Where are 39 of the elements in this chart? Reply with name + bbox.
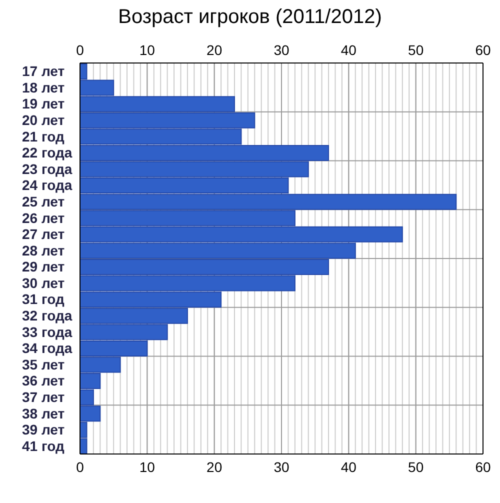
y-tick-label: 18 лет xyxy=(22,79,65,96)
y-tick-label: 37 лет xyxy=(22,388,65,405)
x-tick-label: 10 xyxy=(139,458,156,475)
y-tick-label: 19 лет xyxy=(22,96,65,112)
y-tick-label: 26 лет xyxy=(22,210,65,226)
y-tick-label: 33 года xyxy=(22,324,72,340)
y-tick-label: 29 лет xyxy=(22,258,65,275)
y-tick-label: 22 года xyxy=(22,144,72,161)
y-tick-label: 35 лет xyxy=(22,356,65,372)
y-tick-label: 27 лет xyxy=(22,226,65,242)
x2-tick-label: 20 xyxy=(206,42,222,58)
x2-tick-label: 30 xyxy=(274,42,290,58)
y-tick-label: 23 года xyxy=(22,160,72,177)
y-tick-label: 41 год xyxy=(22,438,64,454)
x-tick-label: 40 xyxy=(340,458,357,475)
x2-tick-label: 10 xyxy=(139,42,156,58)
x2-tick-label: 50 xyxy=(408,42,424,58)
y-tick-label: 21 год xyxy=(22,128,64,144)
x2-tick-label: 60 xyxy=(475,42,491,58)
y-tick-label: 17 лет xyxy=(22,63,65,80)
x-tick-label: 50 xyxy=(408,458,424,475)
x-tick-label: 30 xyxy=(274,458,290,475)
chart-title: Возраст игроков (2011/2012) xyxy=(117,6,383,29)
y-tick-label: 38 лет xyxy=(22,405,65,422)
y-tick-label: 28 лет xyxy=(22,242,65,258)
y-tick-label: 30 лет xyxy=(22,274,65,291)
y-tick-label: 24 года xyxy=(22,177,72,194)
y-tick-label: 36 лет xyxy=(22,372,65,389)
y-tick-label: 31 год xyxy=(22,291,64,308)
x-tick-label: 20 xyxy=(206,458,222,475)
y-tick-label: 39 лет xyxy=(22,422,65,438)
x-tick-label: 0 xyxy=(76,458,84,475)
y-tick-label: 25 лет xyxy=(22,193,65,210)
x2-tick-label: 0 xyxy=(76,42,84,58)
x2-tick-label: 40 xyxy=(340,42,357,58)
y-tick-label: 20 лет xyxy=(22,112,65,128)
y-tick-label: 34 года xyxy=(22,340,72,356)
x-tick-label: 60 xyxy=(475,458,491,475)
y-tick-label: 32 года xyxy=(22,308,72,324)
